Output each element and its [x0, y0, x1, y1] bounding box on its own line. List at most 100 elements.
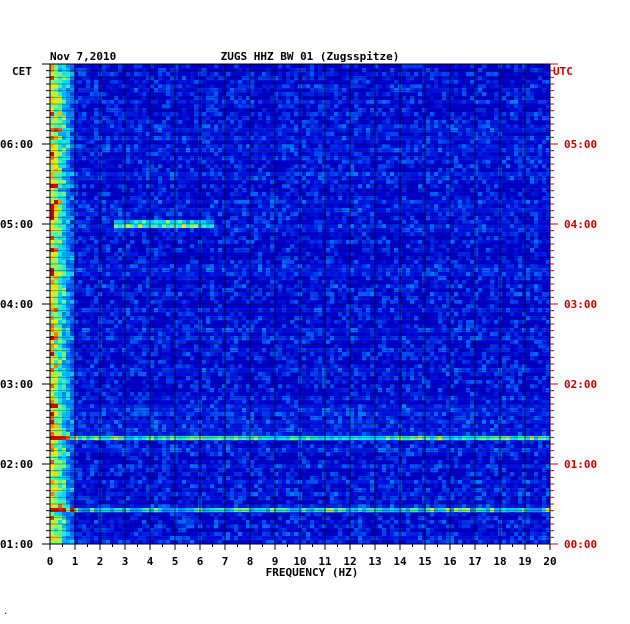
heatmap-cell [314, 88, 319, 93]
heatmap-cell [386, 100, 391, 105]
heatmap-cell [286, 156, 291, 161]
heatmap-cell [274, 128, 279, 133]
heatmap-cell [450, 260, 455, 265]
heatmap-cell [514, 168, 519, 173]
heatmap-cell [278, 136, 283, 141]
heatmap-cell [174, 308, 179, 313]
heatmap-cell [350, 292, 355, 297]
heatmap-cell [534, 148, 539, 153]
heatmap-cell [214, 100, 219, 105]
heatmap-cell [374, 276, 379, 281]
heatmap-cell [346, 156, 351, 161]
heatmap-cell [178, 100, 183, 105]
heatmap-cell [494, 192, 499, 197]
heatmap-cell [518, 256, 523, 261]
heatmap-cell [250, 292, 255, 297]
heatmap-cell [486, 80, 491, 85]
heatmap-cell [386, 104, 391, 109]
heatmap-cell [446, 304, 451, 309]
heatmap-cell [330, 280, 335, 285]
heatmap-cell [162, 232, 167, 237]
heatmap-cell [442, 224, 447, 229]
heatmap-cell [318, 288, 323, 293]
heatmap-cell [50, 236, 55, 241]
heatmap-cell [74, 92, 79, 97]
heatmap-cell [514, 68, 519, 73]
heatmap-cell [62, 128, 67, 133]
heatmap-cell [406, 76, 411, 81]
heatmap-cell [522, 312, 527, 317]
heatmap-cell [518, 264, 523, 269]
heatmap-cell [254, 132, 259, 137]
heatmap-cell [266, 84, 271, 89]
heatmap-cell [138, 220, 143, 225]
heatmap-cell [210, 172, 215, 177]
heatmap-cell [122, 156, 127, 161]
heatmap-cell [366, 212, 371, 217]
heatmap-cell [238, 208, 243, 213]
heatmap-cell [178, 264, 183, 269]
heatmap-cell [90, 148, 95, 153]
heatmap-cell [454, 128, 459, 133]
heatmap-cell [54, 220, 59, 225]
heatmap-cell [226, 100, 231, 105]
heatmap-cell [214, 108, 219, 113]
heatmap-cell [346, 192, 351, 197]
heatmap-cell [434, 100, 439, 105]
heatmap-cell [210, 268, 215, 273]
heatmap-cell [90, 156, 95, 161]
heatmap-cell [314, 72, 319, 77]
heatmap-cell [514, 280, 519, 285]
heatmap-cell [294, 240, 299, 245]
heatmap-cell [282, 268, 287, 273]
heatmap-cell [430, 256, 435, 261]
heatmap-cell [66, 308, 71, 313]
heatmap-cell [154, 236, 159, 241]
heatmap-cell [258, 276, 263, 281]
heatmap-cell [226, 308, 231, 313]
heatmap-cell [126, 220, 131, 225]
heatmap-cell [218, 224, 223, 229]
heatmap-cell [462, 88, 467, 93]
heatmap-cell [162, 292, 167, 297]
heatmap-cell [290, 216, 295, 221]
heatmap-cell [142, 68, 147, 73]
heatmap-cell [62, 316, 67, 321]
heatmap-cell [202, 284, 207, 289]
heatmap-cell [302, 100, 307, 105]
heatmap-cell [110, 300, 115, 305]
heatmap-cell [410, 108, 415, 113]
heatmap-cell [474, 256, 479, 261]
heatmap-cell [202, 172, 207, 177]
heatmap-cell [430, 296, 435, 301]
heatmap-cell [442, 148, 447, 153]
heatmap-cell [426, 180, 431, 185]
heatmap-cell [106, 220, 111, 225]
heatmap-cell [178, 232, 183, 237]
heatmap-cell [450, 180, 455, 185]
heatmap-cell [154, 268, 159, 273]
heatmap-cell [374, 176, 379, 181]
heatmap-cell [222, 172, 227, 177]
heatmap-cell [414, 200, 419, 205]
heatmap-cell [538, 300, 543, 305]
heatmap-cell [254, 208, 259, 213]
heatmap-cell [362, 108, 367, 113]
heatmap-cell [106, 172, 111, 177]
heatmap-cell [318, 304, 323, 309]
heatmap-cell [250, 172, 255, 177]
heatmap-cell [314, 256, 319, 261]
heatmap-cell [334, 204, 339, 209]
heatmap-cell [438, 136, 443, 141]
heatmap-cell [478, 264, 483, 269]
heatmap-cell [234, 308, 239, 313]
heatmap-cell [126, 272, 131, 277]
heatmap-cell [246, 288, 251, 293]
heatmap-cell [378, 264, 383, 269]
heatmap-cell [274, 228, 279, 233]
heatmap-cell [530, 64, 535, 69]
heatmap-cell [330, 168, 335, 173]
heatmap-cell [314, 156, 319, 161]
heatmap-cell [194, 264, 199, 269]
heatmap-cell [310, 112, 315, 117]
